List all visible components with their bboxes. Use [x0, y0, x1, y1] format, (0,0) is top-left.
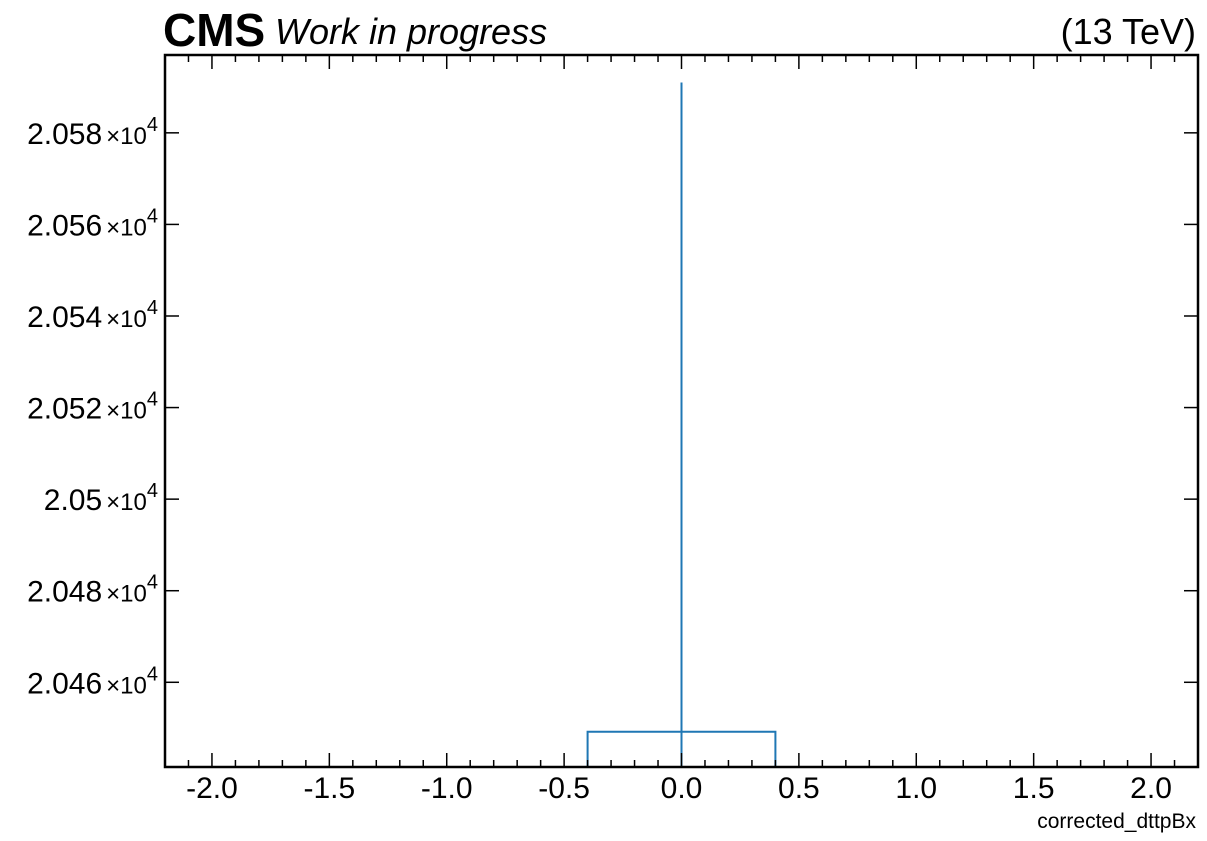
y-axis-ticks — [165, 132, 1198, 684]
y-tick-label: 2.058 ×104 — [27, 114, 158, 151]
y-tick-label: 2.048 ×104 — [27, 572, 158, 609]
x-tick-label: 0.5 — [778, 772, 820, 805]
x-axis-label: corrected_dttpBx — [1037, 810, 1196, 833]
x-axis-tick-labels: -2.0 -1.5 -1.0 -0.5 0.0 0.5 1.0 1.5 2.0 — [186, 772, 1172, 805]
x-tick-label: -1.5 — [303, 772, 355, 805]
y-tick-label: 2.054 ×104 — [27, 297, 158, 334]
x-tick-label: 0.0 — [661, 772, 703, 805]
y-axis-tick-labels: 2.046 ×104 2.048 ×104 2.05 ×104 2.052 ×104 2.054… — [27, 114, 158, 700]
x-tick-label: -1.0 — [421, 772, 473, 805]
x-tick-label: -2.0 — [186, 772, 238, 805]
experiment-label: CMS — [163, 4, 265, 56]
y-tick-label: 2.05 ×104 — [44, 480, 158, 517]
axes-frame — [163, 53, 1200, 769]
x-tick-label: 2.0 — [1130, 772, 1172, 805]
y-tick-label: 2.046 ×104 — [27, 663, 158, 700]
energy-label: (13 TeV) — [1061, 11, 1196, 52]
x-tick-label: 1.0 — [895, 772, 937, 805]
chart-header: CMS Work in progress (13 TeV) — [163, 4, 1196, 56]
x-tick-label: 1.5 — [1013, 772, 1055, 805]
y-tick-label: 2.052 ×104 — [27, 389, 158, 426]
plot-area — [586, 82, 777, 767]
x-tick-label: -0.5 — [538, 772, 590, 805]
y-tick-label: 2.056 ×104 — [27, 205, 158, 242]
status-label: Work in progress — [275, 11, 547, 52]
